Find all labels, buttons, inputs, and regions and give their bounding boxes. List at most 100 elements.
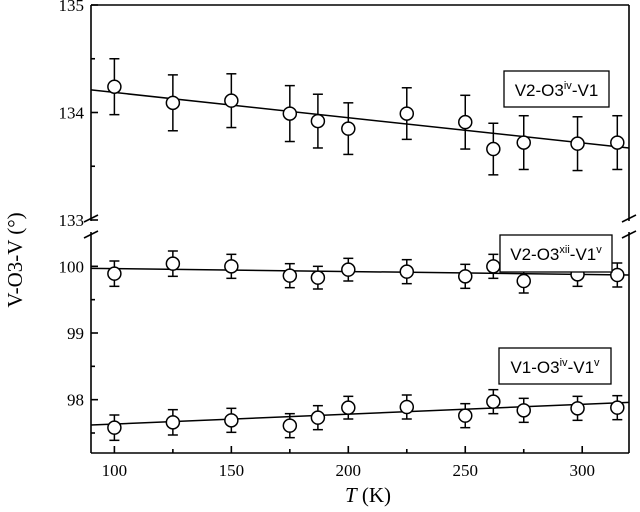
marker-circle bbox=[310, 113, 326, 129]
series-label-box: V2-O3xii-V1v bbox=[499, 234, 613, 273]
marker-circle bbox=[610, 135, 625, 150]
x-tick-label: 200 bbox=[336, 461, 362, 480]
marker-circle bbox=[224, 93, 239, 108]
axis-break-left-bottom bbox=[83, 230, 99, 239]
data-point bbox=[570, 395, 585, 422]
y-tick-label: 133 bbox=[59, 211, 85, 230]
marker-circle bbox=[458, 269, 473, 284]
data-point bbox=[107, 414, 122, 442]
series-label-part: -V1 bbox=[568, 358, 594, 377]
marker-circle bbox=[341, 121, 356, 136]
series-label-superscript: iv bbox=[560, 357, 568, 369]
data-point bbox=[341, 257, 356, 282]
series-label-part: V1-O3 bbox=[510, 358, 559, 377]
series-label-part: -V1 bbox=[572, 81, 598, 100]
data-point bbox=[458, 94, 473, 150]
data-point bbox=[165, 408, 181, 436]
marker-circle bbox=[282, 106, 298, 121]
y-tick-label: 100 bbox=[59, 257, 85, 276]
x-axis-title-symbol: T bbox=[345, 483, 358, 507]
data-point bbox=[399, 394, 415, 420]
marker-circle bbox=[516, 403, 531, 418]
x-tick-label: 250 bbox=[453, 461, 479, 480]
label-frame bbox=[503, 70, 610, 108]
data-point bbox=[341, 102, 356, 156]
marker-circle bbox=[610, 267, 625, 283]
series-label: V1-O3iv-V1v bbox=[510, 357, 600, 377]
marker-circle bbox=[399, 106, 415, 121]
marker-circle bbox=[224, 259, 239, 274]
series-label-part: -V1 bbox=[570, 245, 596, 264]
data-point bbox=[570, 116, 585, 172]
x-tick-label: 300 bbox=[569, 461, 595, 480]
data-point bbox=[486, 388, 501, 415]
marker-circle bbox=[224, 413, 239, 428]
fit-lines bbox=[90, 89, 630, 426]
data-point bbox=[610, 262, 625, 288]
marker-circle bbox=[282, 268, 298, 283]
data-point bbox=[516, 114, 531, 171]
data-point bbox=[516, 268, 531, 294]
data-point bbox=[486, 253, 501, 280]
data-point bbox=[310, 265, 326, 290]
data-point bbox=[458, 263, 473, 290]
y-tick-label: 134 bbox=[59, 104, 85, 123]
data-point bbox=[310, 404, 326, 431]
axis-break-right-top bbox=[621, 214, 637, 223]
series-label: V2-O3iv-V1 bbox=[515, 80, 599, 100]
series-label-part: V2-O3 bbox=[510, 245, 559, 264]
marker-circle bbox=[341, 262, 356, 277]
data-point bbox=[610, 114, 625, 171]
data-point bbox=[165, 74, 181, 132]
data-point bbox=[282, 84, 298, 143]
marker-circle bbox=[310, 410, 326, 425]
y-tick-label: 135 bbox=[59, 0, 85, 15]
data-point bbox=[282, 412, 298, 439]
series-label: V2-O3xii-V1v bbox=[510, 244, 602, 264]
axis-break-left-top bbox=[83, 214, 99, 223]
x-tick-label: 150 bbox=[219, 461, 245, 480]
data-point bbox=[486, 122, 501, 176]
marker-circle bbox=[516, 135, 531, 150]
ticks: 100 150 200 250 300 98 99 100 133 134 135 bbox=[59, 0, 595, 480]
series-label-superscript: xii bbox=[559, 244, 569, 256]
marker-circle bbox=[458, 408, 473, 423]
marker-circle bbox=[399, 264, 415, 279]
marker-circle bbox=[107, 420, 122, 435]
data-point bbox=[516, 397, 531, 424]
data-point bbox=[341, 395, 356, 420]
marker-circle bbox=[610, 400, 625, 415]
fit-line bbox=[90, 89, 630, 149]
marker-circle bbox=[399, 399, 415, 415]
data-point bbox=[107, 260, 122, 288]
marker-circle bbox=[486, 141, 501, 157]
marker-circle bbox=[282, 418, 298, 433]
series-label-part: V2-O3 bbox=[515, 81, 564, 100]
data-point bbox=[224, 73, 239, 129]
marker-circle bbox=[458, 114, 473, 130]
marker-circle bbox=[570, 136, 585, 151]
data-point bbox=[458, 402, 473, 429]
series-label-box: V2-O3iv-V1 bbox=[503, 70, 610, 108]
x-axis-title: T (K) bbox=[345, 483, 391, 507]
marker-circle bbox=[486, 394, 501, 409]
data-point bbox=[107, 58, 122, 116]
axis-break-right-bottom bbox=[621, 230, 637, 239]
series-label-superscript: iv bbox=[564, 80, 572, 92]
marker-circle bbox=[165, 256, 181, 271]
label-frame bbox=[499, 234, 613, 273]
y-axis-title: V-O3-V (°) bbox=[3, 212, 27, 307]
fit-line bbox=[90, 267, 630, 276]
y-tick-label: 99 bbox=[67, 324, 84, 343]
data-point bbox=[282, 262, 298, 289]
data-point bbox=[224, 253, 239, 280]
marker-circle bbox=[341, 400, 356, 415]
label-frame bbox=[498, 347, 612, 385]
data-point bbox=[224, 407, 239, 434]
data-point bbox=[165, 250, 181, 278]
marker-circle bbox=[107, 79, 122, 94]
marker-circle bbox=[165, 415, 181, 430]
marker-circle bbox=[310, 270, 326, 285]
